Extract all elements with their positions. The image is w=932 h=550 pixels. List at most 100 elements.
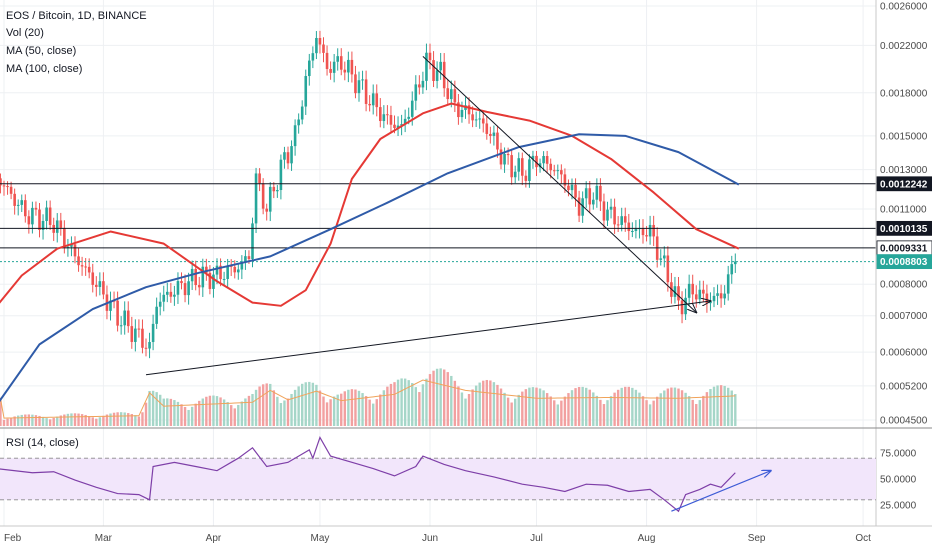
price-tick-label: 0.0004500: [880, 416, 928, 427]
price-label: 0.0008803: [880, 257, 928, 268]
volume-bar: [400, 378, 403, 426]
candle-body: [77, 256, 80, 266]
candle-body: [549, 163, 552, 171]
candle-body: [421, 80, 425, 88]
volume-bar: [723, 385, 726, 426]
volume-bar: [148, 390, 151, 426]
candle-body: [215, 265, 219, 275]
candle-body: [602, 201, 606, 221]
candle-body: [627, 222, 631, 232]
volume-bar: [375, 399, 378, 426]
candle-body: [229, 265, 233, 267]
volume-bar: [258, 386, 261, 426]
candle-body: [158, 301, 162, 307]
candle-body: [2, 185, 6, 187]
volume-bar: [194, 403, 197, 426]
volume-bar: [269, 383, 272, 426]
candle-body: [126, 310, 130, 327]
volume-bar: [492, 382, 496, 426]
candle-body: [634, 228, 638, 232]
candle-body: [59, 220, 63, 228]
volume-bar: [585, 387, 588, 426]
volume-bar: [340, 393, 343, 426]
price-tick-label: 0.0026000: [880, 2, 928, 13]
volume-bar: [52, 417, 55, 426]
volume-bar: [627, 386, 630, 426]
candle-body: [283, 152, 286, 160]
volume-bar: [169, 398, 173, 426]
candle-body: [552, 170, 556, 172]
candle-body: [27, 216, 31, 225]
candle-body: [219, 265, 222, 280]
candle-body: [38, 209, 41, 230]
legend-rsi[interactable]: RSI (14, close): [6, 437, 79, 449]
volume-bar: [496, 384, 499, 426]
candle-body: [205, 266, 208, 273]
candle-body: [347, 59, 350, 73]
candle-body: [400, 124, 403, 126]
rsi-axis: 75.0000 50.0000 25.0000: [880, 449, 917, 512]
candle-body: [481, 118, 485, 124]
candle-body: [66, 246, 70, 248]
time-tick-label: Sep: [748, 533, 766, 544]
rsi-divergence-arrow[interactable]: [671, 471, 770, 512]
candle-body: [592, 199, 595, 205]
candle-body: [584, 188, 588, 199]
candle-body: [524, 175, 528, 181]
candle-body: [467, 105, 471, 115]
rsi-tick-label: 75.0000: [880, 449, 917, 460]
legend-ma-50[interactable]: MA (50, close): [6, 45, 76, 57]
volume-bar: [428, 374, 432, 426]
volume-bar: [336, 394, 339, 426]
candle-body: [24, 200, 27, 217]
volume-bar: [2, 419, 6, 426]
volume-bar: [180, 404, 183, 426]
candle-body: [645, 235, 648, 237]
volume-bar: [396, 379, 400, 426]
candle-body: [563, 174, 567, 186]
price-labels: 0.0012242 0.0010135 0.0009331 0.0008803: [876, 176, 932, 270]
legend-volume[interactable]: Vol (20): [6, 27, 44, 39]
candle-body: [318, 37, 322, 45]
candle-body: [457, 102, 460, 118]
legend-ma-100[interactable]: MA (100, close): [6, 63, 82, 75]
candle-body: [364, 79, 368, 104]
candle-body: [510, 155, 513, 178]
candle-body: [648, 224, 652, 237]
volume-bar: [13, 416, 16, 426]
candle-body: [521, 158, 524, 176]
candle-body: [694, 294, 698, 300]
volume-bar: [478, 382, 481, 426]
resistance-trendline[interactable]: [422, 56, 696, 312]
candle-body: [492, 132, 496, 136]
legend: EOS / Bitcoin, 1D, BINANCE Vol (20) MA (…: [6, 10, 147, 449]
volume-bar: [719, 385, 723, 426]
candle-body: [336, 56, 339, 62]
candle-body: [31, 207, 34, 225]
candle-body: [687, 283, 691, 298]
candle-body: [141, 328, 144, 348]
price-tick-label: 0.0008000: [880, 280, 928, 291]
volume-bar: [471, 389, 474, 426]
volume-bar: [304, 382, 307, 426]
price-label: 0.0012242: [880, 179, 928, 190]
volume-bar: [230, 405, 233, 426]
volume-bar: [698, 400, 701, 426]
volume-bar: [205, 396, 208, 426]
price-tick-label: 0.0005200: [880, 381, 928, 392]
volume-bar: [609, 396, 613, 426]
candle-body: [418, 84, 421, 88]
support-trendline[interactable]: [145, 301, 710, 376]
candle-body: [315, 37, 318, 54]
candle-body: [279, 159, 283, 191]
symbol-title[interactable]: EOS / Bitcoin, 1D, BINANCE: [6, 10, 147, 22]
candle-body: [375, 93, 379, 108]
candle-body: [435, 70, 439, 81]
candle-body: [254, 173, 258, 224]
candle-body: [272, 186, 276, 192]
candle-body: [410, 100, 414, 117]
volume-bar: [599, 399, 602, 426]
volume-bar: [613, 392, 616, 426]
candle-body: [588, 188, 592, 205]
candle-body: [244, 256, 247, 262]
